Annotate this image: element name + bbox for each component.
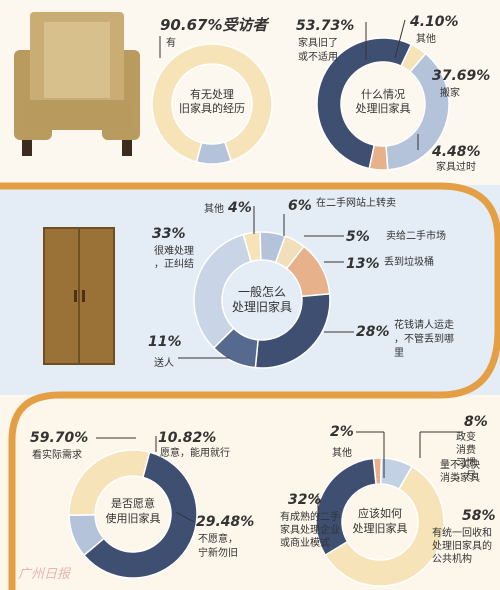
label-text: 习惯: [456, 456, 476, 469]
percent-label: 29.48%: [196, 514, 254, 530]
label-text: 里: [394, 347, 404, 359]
watermark-text: 广州日报: [18, 567, 72, 582]
percent-label: 6%: [288, 198, 312, 214]
label-text: 有成熟的二手: [280, 510, 340, 523]
donut-slice: [68, 449, 151, 517]
percent-label: 5%: [346, 229, 370, 245]
label-text: 搬家: [440, 86, 460, 99]
percent-label: 53.73%: [296, 18, 354, 34]
percent-label: 37.69%: [432, 68, 490, 84]
armchair-icon: [14, 12, 140, 156]
donut-slice: [315, 457, 377, 557]
leader-line: [394, 19, 406, 59]
label-text: 其他: [332, 446, 352, 459]
label-text: 愿意，能用就行: [160, 446, 230, 459]
label-text: 其他: [416, 32, 436, 45]
percent-label: 4.10%: [409, 14, 459, 30]
wardrobe-icon: [43, 227, 115, 365]
donut-slice: [151, 43, 273, 163]
label-text: 处理旧家具的: [432, 539, 492, 552]
donut-slice: [195, 140, 233, 165]
donut-method: [193, 231, 331, 369]
chart-title-line: 处理旧家具: [232, 299, 292, 314]
percent-label: 28%: [356, 324, 390, 340]
label-text: 或商业模式: [280, 536, 330, 549]
label-text: 看实际需求: [32, 448, 82, 461]
percent-label: 10.82%: [158, 430, 216, 446]
percent-label: 13%: [346, 256, 380, 272]
donut-slice: [324, 465, 445, 587]
chart-title-line: 应该如何: [358, 506, 402, 520]
label-text: 量不买快: [440, 459, 480, 471]
percent-label: 11%: [148, 334, 182, 350]
label-text: 或不适用: [298, 51, 338, 63]
percent-label: 90.67%受访者: [160, 16, 269, 34]
chart-title-line: 处理旧家具: [353, 521, 408, 535]
leader-line: [175, 511, 195, 523]
percent-label: 2%: [330, 424, 354, 440]
label-text: 家具旧了: [298, 36, 338, 49]
label-text: 公共机构: [432, 552, 472, 565]
chart-title-line: 处理旧家具: [356, 101, 411, 115]
label-text: 家具处理企业: [280, 523, 340, 536]
chart-title-line: 一般怎么: [238, 284, 286, 299]
label-text: 政变: [456, 430, 476, 443]
percent-label: 4%: [227, 200, 252, 216]
percent-label: 32%: [288, 492, 322, 508]
label-text: ，尽: [456, 470, 476, 482]
donut-willingness: [68, 449, 198, 579]
donut-reason: [316, 37, 450, 171]
label-text: 丢到垃圾桶: [384, 255, 434, 268]
donut-suggestion: [315, 457, 445, 587]
donut-slice: [82, 451, 198, 579]
donut-slice: [385, 52, 450, 171]
label-text: 花钱请人运走: [394, 318, 454, 331]
label-text: 送人: [154, 356, 174, 369]
label-text: 卖给二手市场: [386, 229, 446, 242]
chart-title-line: 有无处理: [190, 87, 234, 101]
donut-slice: [316, 37, 413, 170]
percent-label: 58%: [462, 508, 496, 524]
orange-frame: [0, 182, 500, 590]
label-text: 不愿意，: [198, 532, 238, 545]
donut-slice: [193, 233, 252, 349]
label-text: 消类家具: [440, 471, 480, 484]
label-text: 在二手网站上转卖: [316, 196, 396, 209]
chart-title-line: 是否愿意: [111, 496, 155, 510]
label-text: 有: [166, 36, 176, 49]
label-text: 宁新勿旧: [198, 546, 238, 559]
donut-experience: [151, 43, 273, 165]
label-text: 其他: [204, 202, 224, 215]
chart-title-line: 什么情况: [361, 88, 405, 101]
percent-label: 59.70%: [30, 430, 88, 446]
percent-label: 33%: [152, 226, 186, 242]
chart-title-line: 使用旧家具: [106, 511, 161, 525]
label-text: 有统一回收和: [432, 526, 492, 539]
percent-label: 8%: [464, 414, 488, 430]
label-text: ，不管丢到哪: [394, 332, 454, 345]
percent-label: 4.48%: [431, 144, 481, 160]
label-text: ，正纠结: [154, 257, 194, 270]
label-text: 很难处理: [154, 244, 194, 257]
label-text: 消费: [456, 443, 476, 456]
label-text: 家具过时: [436, 160, 476, 173]
donut-slice: [368, 144, 389, 171]
chart-title-line: 旧家具的经历: [179, 101, 245, 115]
